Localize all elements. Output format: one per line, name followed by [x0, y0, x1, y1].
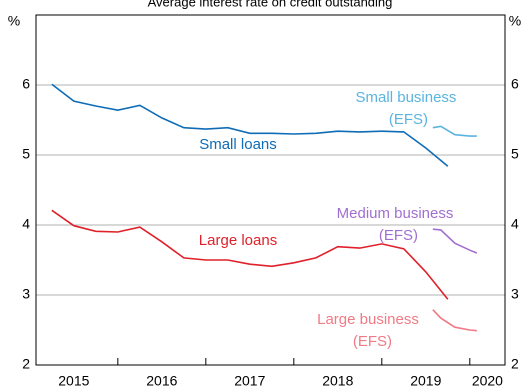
annotation: Small business: [356, 89, 457, 106]
y2-tick-label: 5: [511, 146, 519, 162]
y2-tick-label: 2: [511, 356, 519, 372]
y2-tick-label: 3: [511, 286, 519, 302]
x-tick-label: 2018: [322, 373, 353, 389]
x-tick-label: 2019: [410, 373, 441, 389]
x-tick-label: 2015: [58, 373, 89, 389]
y-tick-label: 4: [22, 216, 30, 232]
y-tick-label: 6: [22, 76, 30, 92]
annotation: Medium business: [337, 205, 454, 222]
series-label: Large loans: [199, 232, 277, 249]
series-line: [51, 83, 449, 167]
series-line: [432, 228, 478, 254]
y-tick-label: 2: [22, 356, 30, 372]
series-line: [432, 125, 477, 137]
x-tick-label: 2020: [472, 373, 503, 389]
x-tick-label: 2017: [234, 373, 265, 389]
y2-tick-label: 6: [511, 76, 519, 92]
y-tick-label: 5: [22, 146, 30, 162]
annotation: (EFS): [379, 227, 418, 244]
x-tick-label: 2016: [146, 373, 177, 389]
series-label: Small loans: [199, 136, 277, 153]
y-unit: %: [8, 13, 20, 29]
series-line: [51, 209, 449, 300]
chart-title: Average interest rate on credit outstand…: [148, 0, 393, 9]
annotation: (EFS): [389, 111, 428, 128]
plot-frame: [35, 14, 506, 366]
y2-unit: %: [509, 13, 521, 29]
annotation: (EFS): [353, 333, 392, 350]
y-tick-label: 3: [22, 286, 30, 302]
y2-tick-label: 4: [511, 216, 519, 232]
annotation: Large business: [317, 311, 419, 328]
series-line: [432, 309, 477, 332]
